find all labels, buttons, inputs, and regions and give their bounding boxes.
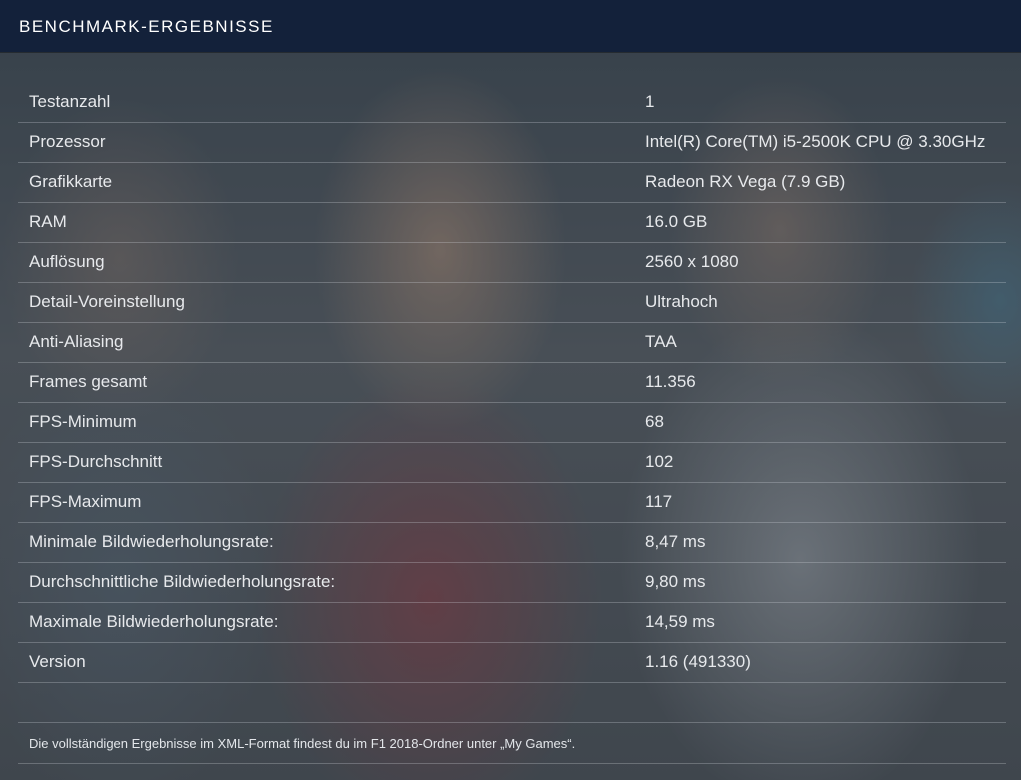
result-label: FPS-Durchschnitt <box>29 452 163 471</box>
result-row-processor: Prozessor Intel(R) Core(TM) i5-2500K CPU… <box>18 123 1006 163</box>
result-row-anti-aliasing: Anti-Aliasing TAA <box>18 323 1006 363</box>
result-label: FPS-Minimum <box>29 412 137 431</box>
result-value: 8,47 ms <box>645 532 706 551</box>
result-label: Prozessor <box>29 132 106 151</box>
result-label: RAM <box>29 212 67 231</box>
result-row-fps-maximum: FPS-Maximum 117 <box>18 483 1006 523</box>
result-row-detail-preset: Detail-Voreinstellung Ultrahoch <box>18 283 1006 323</box>
result-row-graphics-card: Grafikkarte Radeon RX Vega (7.9 GB) <box>18 163 1006 203</box>
result-label: Minimale Bildwiederholungsrate: <box>29 532 274 551</box>
result-row-total-frames: Frames gesamt 11.356 <box>18 363 1006 403</box>
benchmark-results-table: Testanzahl 1 Prozessor Intel(R) Core(TM)… <box>18 83 1006 683</box>
result-row-min-frametime: Minimale Bildwiederholungsrate: 8,47 ms <box>18 523 1006 563</box>
result-label: Anti-Aliasing <box>29 332 124 351</box>
page-title: BENCHMARK-ERGEBNISSE <box>19 17 274 36</box>
result-value: Radeon RX Vega (7.9 GB) <box>645 172 846 191</box>
header-bar: BENCHMARK-ERGEBNISSE <box>0 0 1021 52</box>
result-value: 2560 x 1080 <box>645 252 739 271</box>
result-value: Intel(R) Core(TM) i5-2500K CPU @ 3.30GHz <box>645 132 986 151</box>
result-value: 117 <box>645 492 673 511</box>
result-label: Frames gesamt <box>29 372 148 391</box>
result-label: Version <box>29 652 86 671</box>
result-label: Grafikkarte <box>29 172 113 191</box>
result-label: Auflösung <box>29 252 105 271</box>
result-row-max-frametime: Maximale Bildwiederholungsrate: 14,59 ms <box>18 603 1006 643</box>
result-row-resolution: Auflösung 2560 x 1080 <box>18 243 1006 283</box>
result-label: Detail-Voreinstellung <box>29 292 185 311</box>
result-value: 102 <box>645 452 674 471</box>
result-value: 16.0 GB <box>645 212 708 231</box>
result-value: Ultrahoch <box>645 292 718 311</box>
result-value: 68 <box>645 412 664 431</box>
result-row-fps-minimum: FPS-Minimum 68 <box>18 403 1006 443</box>
result-label: Durchschnittliche Bildwiederholungsrate: <box>29 572 336 591</box>
result-row-fps-average: FPS-Durchschnitt 102 <box>18 443 1006 483</box>
xml-results-note: Die vollständigen Ergebnisse im XML-Form… <box>29 736 576 751</box>
result-value: 1 <box>645 92 655 111</box>
result-value: 9,80 ms <box>645 572 706 591</box>
results-footer: Die vollständigen Ergebnisse im XML-Form… <box>18 722 1006 764</box>
result-row-test-count: Testanzahl 1 <box>18 83 1006 123</box>
result-value: 14,59 ms <box>645 612 715 631</box>
result-label: FPS-Maximum <box>29 492 142 511</box>
result-label: Maximale Bildwiederholungsrate: <box>29 612 279 631</box>
result-value: TAA <box>645 332 677 351</box>
result-label: Testanzahl <box>29 92 111 111</box>
result-value: 1.16 (491330) <box>645 652 751 671</box>
result-row-version: Version 1.16 (491330) <box>18 643 1006 683</box>
result-value: 11.356 <box>645 372 696 391</box>
result-row-avg-frametime: Durchschnittliche Bildwiederholungsrate:… <box>18 563 1006 603</box>
result-row-ram: RAM 16.0 GB <box>18 203 1006 243</box>
